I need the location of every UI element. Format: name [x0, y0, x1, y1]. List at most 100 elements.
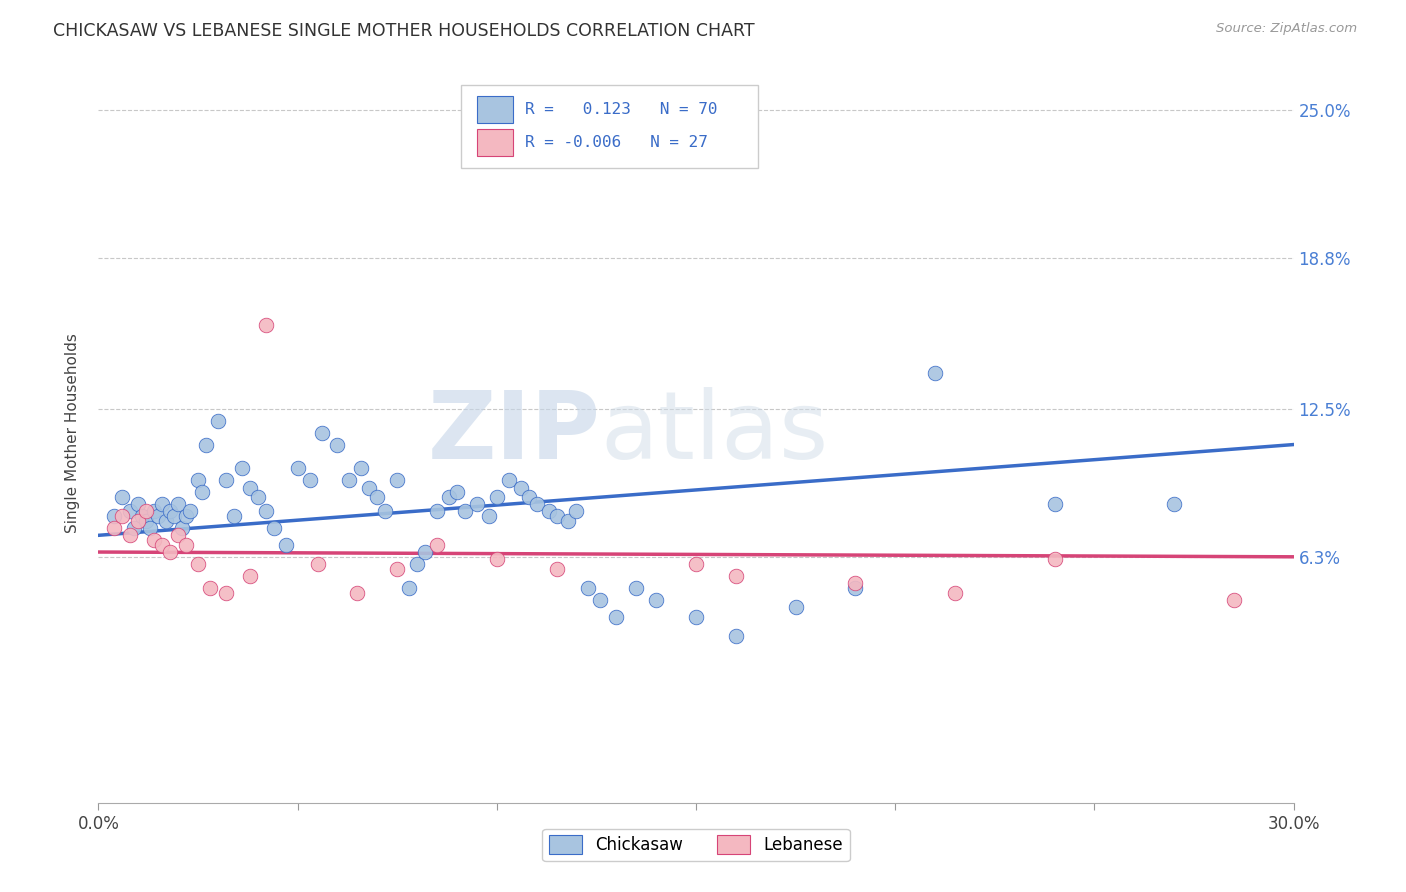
- Point: [172, 521, 194, 535]
- Point: [398, 581, 420, 595]
- Point: [155, 514, 177, 528]
- Point: [724, 569, 747, 583]
- Legend: Chickasaw, Lebanese: Chickasaw, Lebanese: [543, 829, 849, 861]
- Point: [526, 497, 548, 511]
- Point: [685, 609, 707, 624]
- Point: [150, 538, 173, 552]
- Point: [187, 557, 209, 571]
- Point: [263, 521, 285, 535]
- Point: [645, 592, 668, 607]
- Point: [339, 474, 361, 488]
- Point: [537, 504, 560, 518]
- Point: [187, 474, 209, 488]
- Point: [143, 533, 166, 547]
- Point: [605, 609, 627, 624]
- Point: [346, 585, 368, 599]
- Point: [478, 509, 501, 524]
- Point: [406, 557, 429, 571]
- Point: [454, 504, 477, 518]
- Text: R = -0.006   N = 27: R = -0.006 N = 27: [524, 135, 709, 150]
- Point: [311, 425, 333, 440]
- Point: [167, 497, 190, 511]
- Point: [167, 528, 190, 542]
- Point: [139, 521, 162, 535]
- Point: [222, 509, 245, 524]
- Point: [163, 509, 186, 524]
- Point: [150, 497, 173, 511]
- FancyBboxPatch shape: [477, 129, 513, 156]
- Point: [191, 485, 214, 500]
- Point: [159, 545, 181, 559]
- Text: ZIP: ZIP: [427, 386, 600, 479]
- Point: [254, 318, 277, 333]
- Point: [103, 521, 125, 535]
- Point: [143, 504, 166, 518]
- Point: [366, 490, 388, 504]
- Point: [131, 509, 153, 524]
- Point: [517, 490, 540, 504]
- Point: [385, 474, 409, 488]
- Point: [785, 599, 807, 614]
- Point: [254, 504, 277, 518]
- Point: [437, 490, 460, 504]
- Point: [207, 414, 229, 428]
- Point: [426, 504, 449, 518]
- Point: [111, 490, 134, 504]
- Point: [246, 490, 269, 504]
- Point: [546, 562, 568, 576]
- Y-axis label: Single Mother Households: Single Mother Households: [65, 333, 80, 533]
- Point: [103, 509, 125, 524]
- Point: [239, 569, 262, 583]
- Point: [307, 557, 329, 571]
- Point: [215, 585, 238, 599]
- Point: [298, 474, 321, 488]
- Point: [413, 545, 436, 559]
- Point: [127, 514, 149, 528]
- Text: R =   0.123   N = 70: R = 0.123 N = 70: [524, 103, 717, 118]
- Point: [844, 581, 866, 595]
- Point: [120, 504, 142, 518]
- Point: [446, 485, 468, 500]
- Point: [127, 497, 149, 511]
- Point: [465, 497, 488, 511]
- Point: [546, 509, 568, 524]
- Text: CHICKASAW VS LEBANESE SINGLE MOTHER HOUSEHOLDS CORRELATION CHART: CHICKASAW VS LEBANESE SINGLE MOTHER HOUS…: [53, 22, 755, 40]
- Point: [124, 521, 146, 535]
- Point: [724, 629, 747, 643]
- Point: [135, 514, 157, 528]
- Point: [274, 538, 297, 552]
- Point: [374, 504, 396, 518]
- Point: [1043, 552, 1066, 566]
- Point: [195, 437, 218, 451]
- Point: [350, 461, 373, 475]
- Point: [1223, 592, 1246, 607]
- Point: [215, 474, 238, 488]
- FancyBboxPatch shape: [461, 85, 758, 168]
- Text: atlas: atlas: [600, 386, 828, 479]
- Point: [498, 474, 520, 488]
- Point: [174, 509, 197, 524]
- Point: [509, 481, 531, 495]
- Point: [287, 461, 309, 475]
- Point: [326, 437, 349, 451]
- FancyBboxPatch shape: [477, 96, 513, 123]
- Point: [426, 538, 449, 552]
- Point: [924, 366, 946, 380]
- Point: [626, 581, 648, 595]
- Point: [135, 504, 157, 518]
- Point: [1043, 497, 1066, 511]
- Point: [485, 490, 508, 504]
- Point: [111, 509, 134, 524]
- Point: [565, 504, 588, 518]
- Point: [844, 576, 866, 591]
- Point: [589, 592, 612, 607]
- Point: [174, 538, 197, 552]
- Point: [1163, 497, 1185, 511]
- Text: Source: ZipAtlas.com: Source: ZipAtlas.com: [1216, 22, 1357, 36]
- Point: [943, 585, 966, 599]
- Point: [231, 461, 253, 475]
- Point: [485, 552, 508, 566]
- Point: [159, 504, 181, 518]
- Point: [557, 514, 579, 528]
- Point: [198, 581, 221, 595]
